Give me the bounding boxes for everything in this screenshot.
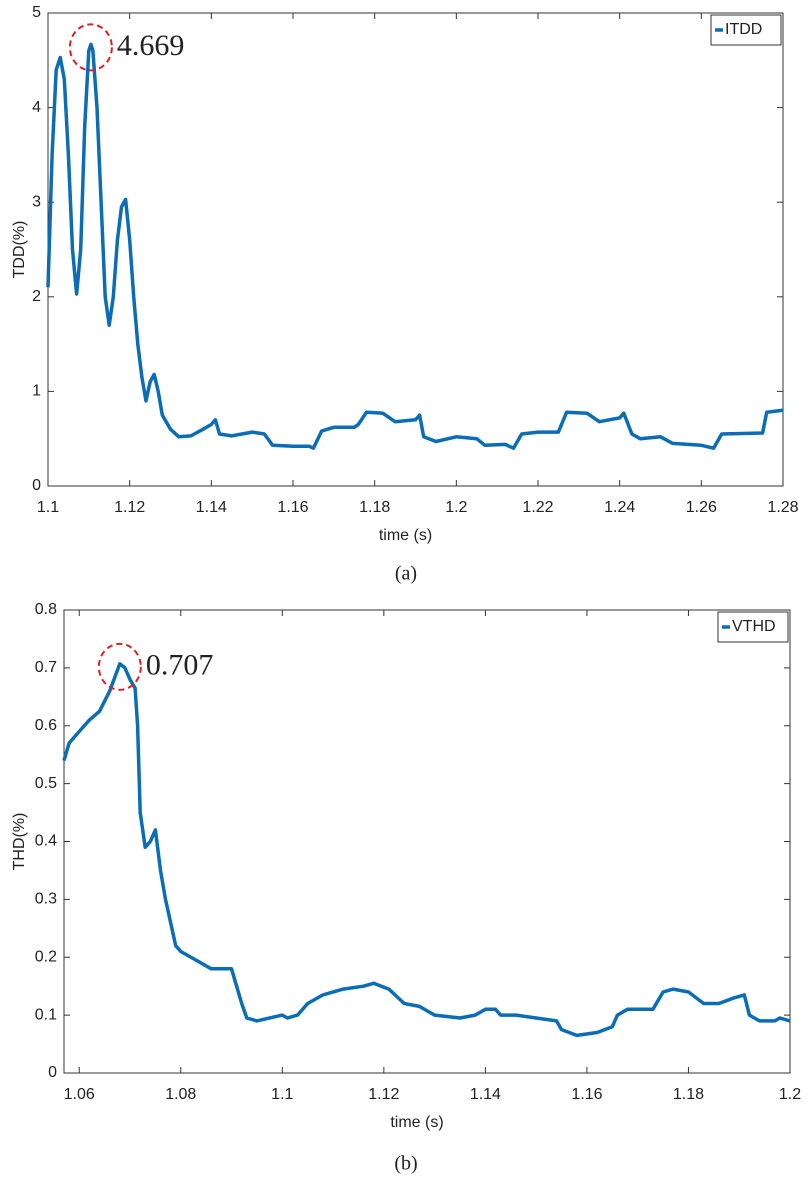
x-tick-label: 1.22 [522, 499, 553, 516]
x-axis-label: time (s) [390, 1114, 443, 1131]
peak-marker [97, 642, 142, 691]
x-tick-label: 1.2 [445, 499, 467, 516]
y-axis-label: THD(%) [11, 813, 28, 871]
x-tick-label: 1.06 [64, 1086, 95, 1103]
peak-annotation: 0.707 [146, 649, 214, 682]
x-tick-label: 1.12 [368, 1086, 399, 1103]
x-tick-label: 1.18 [673, 1086, 704, 1103]
x-tick-label: 1.14 [196, 499, 227, 516]
x-tick-label: 1.16 [277, 499, 308, 516]
x-tick-label: 1.2 [779, 1086, 801, 1103]
data-line [46, 42, 784, 450]
x-axis-label: time (s) [379, 527, 432, 544]
y-tick-label: 3 [32, 193, 41, 210]
y-tick-label: 4 [32, 99, 41, 116]
legend-label: ITDD [725, 21, 762, 38]
y-tick-label: 0.7 [35, 659, 57, 676]
caption: (b) [394, 1153, 417, 1175]
x-tick-label: 1.14 [470, 1086, 501, 1103]
y-tick-label: 0.1 [35, 1006, 57, 1023]
peak-annotation: 4.669 [117, 29, 185, 62]
y-tick-label: 0.3 [35, 891, 57, 908]
y-tick-label: 0.5 [35, 775, 57, 792]
x-tick-label: 1.1 [271, 1086, 293, 1103]
x-tick-label: 1.26 [686, 499, 717, 516]
x-tick-label: 1.08 [165, 1086, 196, 1103]
y-tick-label: 0.8 [35, 601, 57, 618]
legend-label: VTHD [732, 618, 776, 635]
peak-marker [68, 23, 113, 72]
y-tick-label: 5 [32, 4, 41, 21]
plot-frame [47, 12, 784, 487]
y-axis-label: TDD(%) [11, 221, 28, 279]
x-tick-label: 1.1 [37, 499, 59, 516]
x-tick-label: 1.16 [571, 1086, 602, 1103]
data-line [62, 662, 791, 1038]
y-tick-label: 0.6 [35, 717, 57, 734]
x-tick-label: 1.18 [359, 499, 390, 516]
y-tick-label: 0.2 [35, 948, 57, 965]
y-tick-label: 0.4 [35, 833, 57, 850]
x-tick-label: 1.24 [604, 499, 635, 516]
x-tick-label: 1.12 [114, 499, 145, 516]
x-tick-label: 1.28 [767, 499, 798, 516]
y-tick-label: 0 [48, 1064, 57, 1081]
caption: (a) [395, 563, 417, 585]
y-tick-label: 0 [32, 477, 41, 494]
y-tick-label: 2 [32, 288, 41, 305]
y-tick-label: 1 [32, 383, 41, 400]
